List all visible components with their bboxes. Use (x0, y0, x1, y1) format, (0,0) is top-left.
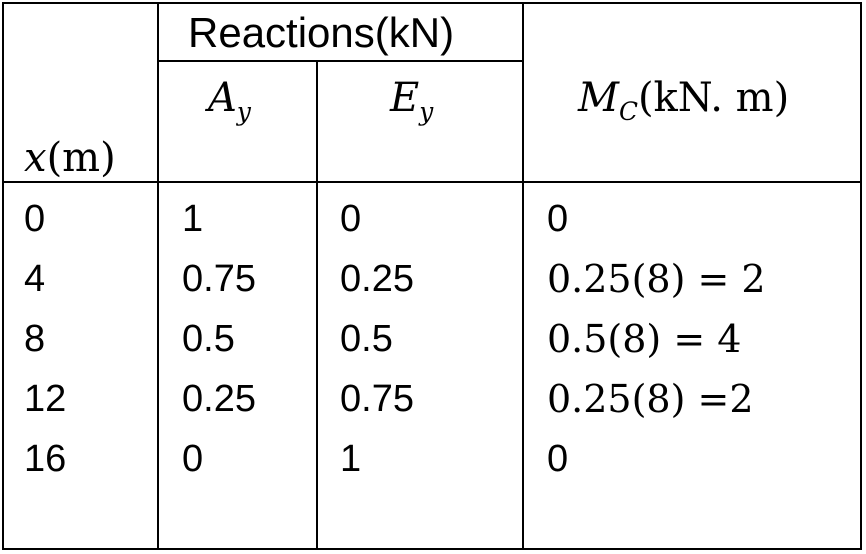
column-divider-3 (522, 2, 524, 550)
ay-column-header: Ay (208, 75, 251, 124)
mc-cell: 0 (547, 198, 569, 240)
ay-cell: 0.5 (182, 318, 235, 360)
ey-cell: 0.75 (340, 378, 414, 420)
ay-cell: 0.75 (182, 258, 256, 300)
x-cell: 4 (24, 258, 46, 300)
column-divider-1 (157, 2, 159, 550)
x-column-header: x(m) (24, 138, 116, 178)
x-cell: 0 (24, 198, 46, 240)
x-cell: 12 (24, 378, 67, 420)
ey-subscript: y (419, 97, 434, 127)
mc-column-header: MC(kN. m) (578, 75, 790, 124)
x-unit: (m) (46, 135, 116, 181)
ey-cell: 0 (340, 198, 362, 240)
reactions-underline (157, 60, 524, 62)
x-cell: 8 (24, 318, 46, 360)
reactions-group-header: Reactions(kN) (188, 9, 455, 56)
ey-column-header: Ey (390, 75, 433, 124)
ay-symbol: A (208, 75, 237, 121)
mc-cell: 0.25(8) = 2 (547, 257, 766, 301)
mc-cell: 0.5(8) = 4 (547, 317, 742, 361)
mc-subscript: C (618, 97, 638, 127)
ey-symbol: E (390, 75, 420, 121)
x-symbol: x (24, 135, 47, 181)
ey-cell: 0.25 (340, 258, 414, 300)
mc-symbol: M (578, 75, 619, 121)
ay-cell: 0 (182, 438, 204, 480)
mc-unit: (kN. m) (637, 75, 790, 121)
ay-cell: 0.25 (182, 378, 256, 420)
ay-subscript: y (236, 97, 251, 127)
mc-cell: 0.25(8) =2 (547, 377, 754, 421)
ey-cell: 0.5 (340, 318, 393, 360)
column-divider-2 (316, 61, 318, 550)
ay-cell: 1 (182, 198, 204, 240)
x-cell: 16 (24, 438, 67, 480)
mc-cell: 0 (547, 438, 569, 480)
header-separator (2, 181, 862, 183)
ey-cell: 1 (340, 438, 362, 480)
